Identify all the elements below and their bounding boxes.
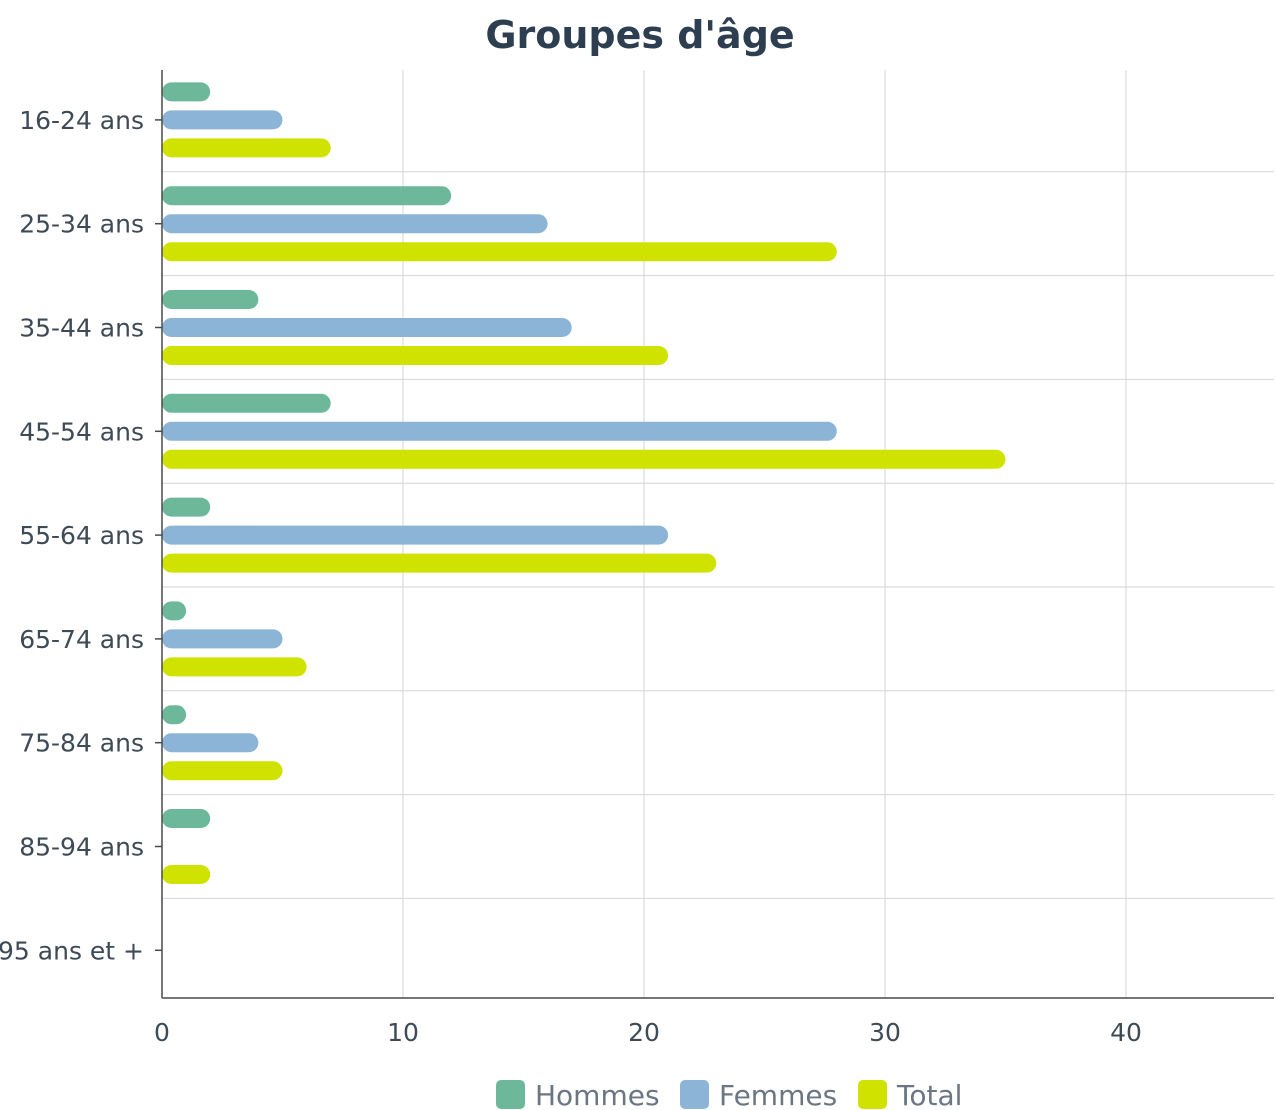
- y-tick-label-25-34-ans: 25-34 ans: [19, 210, 144, 239]
- bar-hommes-85-94-ans: [162, 809, 211, 828]
- y-tick-label-75-84-ans: 75-84 ans: [19, 729, 144, 758]
- legend-item-femmes[interactable]: Femmes: [680, 1079, 837, 1110]
- bar-femmes-65-74-ans: [162, 629, 283, 649]
- bar-femmes-25-34-ans: [162, 214, 548, 234]
- grid-lines: [162, 70, 1274, 998]
- x-tick-label-10: 10: [387, 1018, 419, 1047]
- bar-hommes-35-44-ans: [162, 290, 259, 309]
- x-tick-label-0: 0: [154, 1018, 170, 1047]
- bar-total-35-44-ans: [162, 346, 669, 365]
- bar-hommes-75-84-ans: [162, 705, 187, 725]
- bar-total-45-54-ans: [162, 449, 1006, 469]
- axes: [155, 70, 1274, 999]
- x-tick-label-40: 40: [1110, 1018, 1142, 1047]
- legend-swatch-femmes: [680, 1080, 709, 1109]
- y-tick-label-65-74-ans: 65-74 ans: [19, 625, 144, 654]
- x-tick-label-20: 20: [628, 1018, 660, 1047]
- bar-total-85-94-ans: [162, 865, 211, 884]
- bar-total-75-84-ans: [162, 761, 283, 781]
- y-tick-label-45-54-ans: 45-54 ans: [19, 417, 144, 446]
- y-tick-label-85-94-ans: 85-94 ans: [19, 833, 144, 862]
- bar-femmes-75-84-ans: [162, 733, 259, 753]
- axis-labels: 16-24 ans 25-34 ans 35-44 ans 45-54 ans 55-6…: [0, 106, 1142, 1047]
- bar-hommes-25-34-ans: [162, 186, 452, 206]
- bar-femmes-16-24-ans: [162, 110, 283, 130]
- legend-label-total: Total: [896, 1079, 962, 1110]
- bar-total-16-24-ans: [162, 138, 331, 158]
- legend-item-hommes[interactable]: Hommes: [496, 1079, 660, 1110]
- legend-swatch-total: [858, 1080, 887, 1109]
- bar-hommes-45-54-ans: [162, 393, 331, 413]
- y-tick-label-95-ans-et: 95 ans et +: [0, 936, 144, 965]
- y-tick-label-35-44-ans: 35-44 ans: [19, 314, 144, 343]
- bar-femmes-45-54-ans: [162, 421, 837, 441]
- x-tick-label-30: 30: [869, 1018, 901, 1047]
- bar-hommes-65-74-ans: [162, 601, 187, 621]
- bar-total-65-74-ans: [162, 657, 307, 677]
- bars: [162, 82, 1006, 884]
- legend-item-total[interactable]: Total: [858, 1079, 962, 1110]
- bar-femmes-55-64-ans: [162, 525, 669, 545]
- chart-title: Groupes d'âge: [485, 13, 794, 57]
- bar-hommes-16-24-ans: [162, 82, 211, 102]
- bar-femmes-35-44-ans: [162, 318, 572, 337]
- legend-swatch-hommes: [496, 1080, 525, 1109]
- bar-total-25-34-ans: [162, 242, 837, 262]
- bar-total-55-64-ans: [162, 553, 717, 573]
- y-tick-label-16-24-ans: 16-24 ans: [19, 106, 144, 135]
- legend-label-femmes: Femmes: [719, 1079, 837, 1110]
- y-tick-label-55-64-ans: 55-64 ans: [19, 521, 144, 550]
- legend-label-hommes: Hommes: [535, 1079, 660, 1110]
- bar-hommes-55-64-ans: [162, 497, 211, 517]
- legend: Hommes Femmes Total: [496, 1079, 962, 1110]
